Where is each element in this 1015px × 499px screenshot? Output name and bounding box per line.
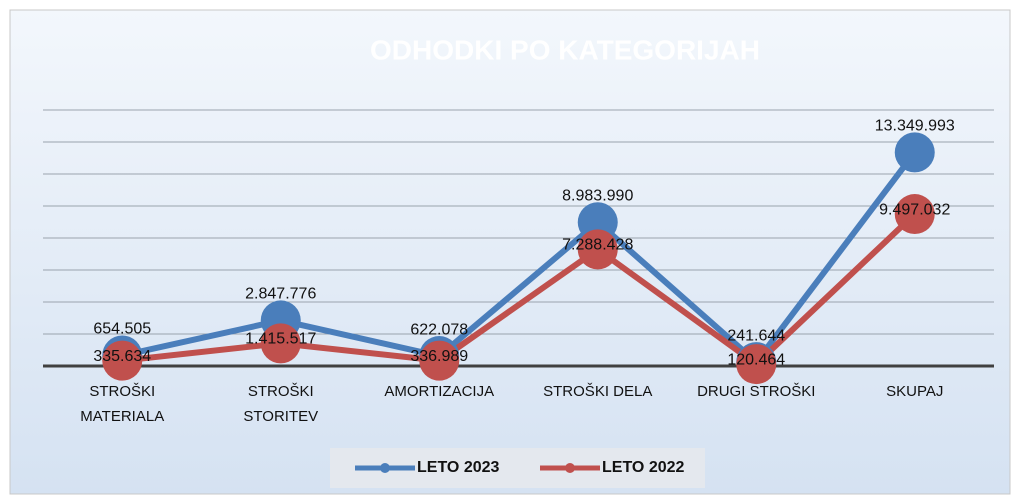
data-label: 120.464 (727, 351, 785, 368)
data-point (894, 132, 935, 173)
series-line (121, 211, 917, 368)
data-label: 336.989 (410, 348, 468, 365)
data-point (102, 340, 143, 381)
series-line (121, 150, 918, 366)
data-label: 1.415.517 (245, 331, 316, 348)
data-label: 13.349.993 (875, 118, 955, 135)
x-tick-label: STROŠKI STORITEV (243, 383, 318, 425)
data-point (894, 194, 935, 235)
x-tick-label: STROŠKI MATERIALA (80, 383, 164, 425)
data-label: 335.634 (93, 348, 151, 365)
data-label: 654.505 (93, 321, 151, 338)
chart-area (9, 9, 1011, 495)
x-tick-label: STROŠKI DELA (543, 383, 652, 400)
legend-label: LETO 2022 (602, 459, 685, 476)
x-tick-label: SKUPAJ (886, 383, 943, 400)
data-label: 9.497.032 (879, 201, 950, 218)
chart-title: ODHODKI PO KATEGORIJAH (370, 34, 760, 65)
data-point (736, 344, 777, 385)
data-label: 2.847.776 (245, 286, 316, 303)
data-point (419, 340, 460, 381)
x-tick-label: DRUGI STROŠKI (697, 383, 815, 400)
data-point (577, 229, 618, 270)
legend-label: LETO 2023 (417, 459, 500, 476)
legend-marker (380, 463, 390, 473)
legend-marker (565, 463, 575, 473)
data-label: 622.078 (410, 321, 468, 338)
data-label: 241.644 (727, 327, 785, 344)
data-point (260, 323, 301, 364)
x-tick-label: AMORTIZACIJA (384, 383, 494, 400)
data-label: 7.288.428 (562, 237, 633, 254)
data-label: 8.983.990 (562, 187, 633, 204)
